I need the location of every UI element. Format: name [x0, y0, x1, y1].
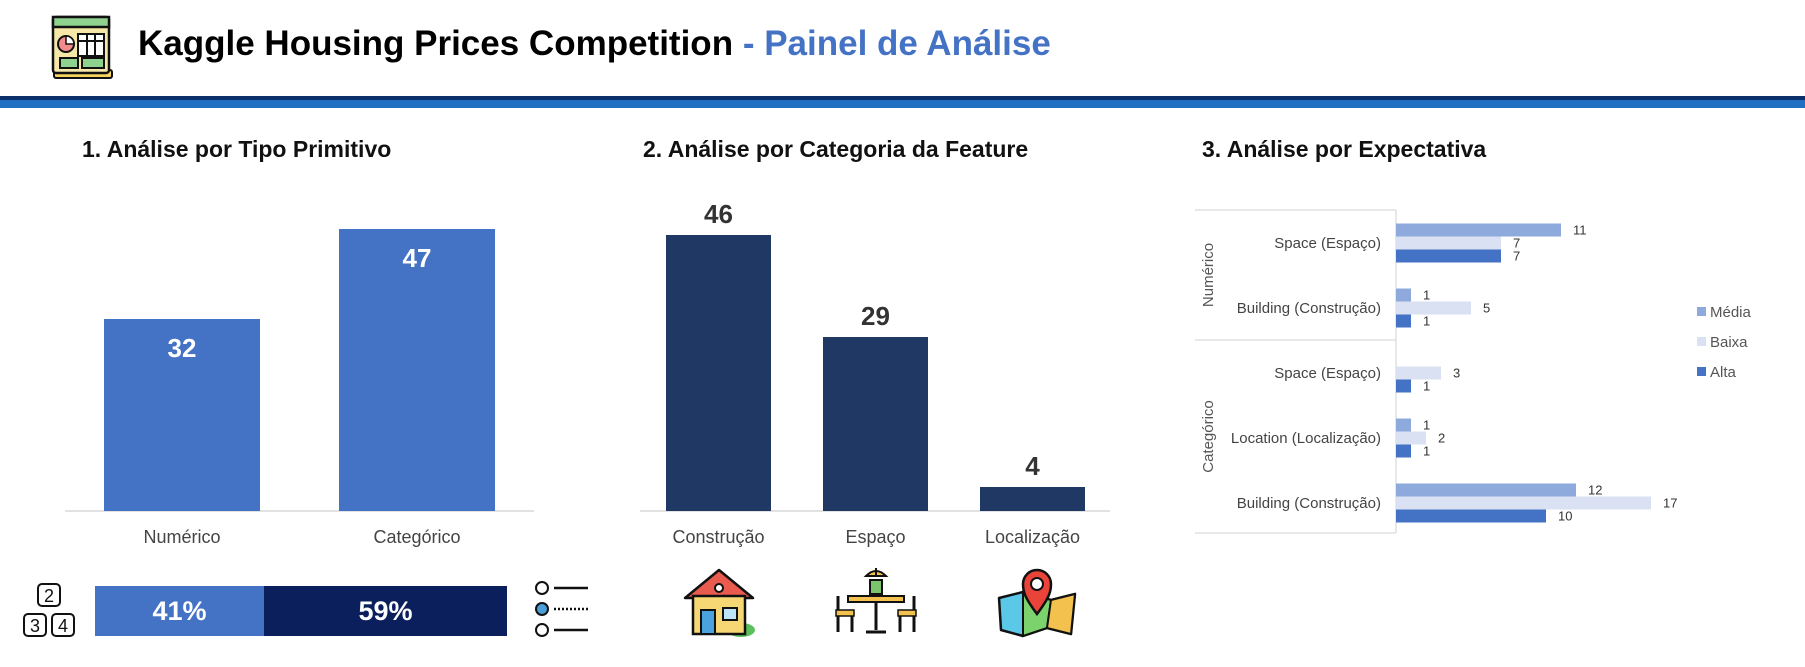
chart3-group-label: Categórico [1200, 400, 1217, 473]
chart2-category-label: Espaço [845, 527, 905, 547]
chart3-category-label: Space (Espaço) [1274, 235, 1381, 252]
chart3-value-label: 1 [1423, 379, 1430, 394]
chart2-value-label: 29 [861, 301, 890, 331]
chart3-bar [1396, 496, 1651, 510]
percentage-segment-categorical: 59% [264, 586, 507, 636]
percentage-label-numeric: 41% [152, 595, 207, 626]
section-title-2: 2. Análise por Categoria da Feature [643, 136, 1029, 162]
chart3-bar [1396, 509, 1546, 523]
chart3-bar [1396, 366, 1441, 380]
svg-text:2: 2 [44, 586, 54, 606]
percentage-label-categorical: 59% [358, 595, 413, 626]
chart3-value-label: 1 [1423, 418, 1430, 433]
chart3-legend-label: Baixa [1710, 334, 1748, 351]
chart3-value-label: 1 [1423, 314, 1430, 329]
chart3-value-label: 7 [1513, 249, 1520, 264]
chart2-value-label: 4 [1025, 451, 1040, 481]
chart3-value-label: 17 [1663, 496, 1677, 511]
chart3-bar [1396, 379, 1411, 393]
chart2-bar [666, 235, 771, 511]
chart3-value-label: 2 [1438, 431, 1445, 446]
chart2-category-label: Localização [985, 527, 1080, 547]
chart-feature-category: 46 Construção 29 Espaço 4 Localização [635, 170, 1115, 555]
chart3-bar [1396, 418, 1411, 432]
chart2-value-label: 46 [704, 199, 733, 229]
chart3-category-label: Location (Localização) [1231, 430, 1381, 447]
chart3-legend-swatch [1697, 307, 1706, 316]
chart3-bar [1396, 301, 1471, 315]
chart3-category-label: Space (Espaço) [1274, 365, 1381, 382]
chart3-group-label: Numérico [1200, 243, 1217, 307]
chart3-bar [1396, 223, 1561, 237]
header-rule-dark [0, 96, 1805, 100]
chart3-bar [1396, 314, 1411, 328]
chart3-bar [1396, 444, 1411, 458]
chart3-bar [1396, 431, 1426, 445]
chart3-bar [1396, 236, 1501, 250]
chart3-category-label: Building (Construção) [1237, 300, 1381, 317]
chart3-legend-swatch [1697, 367, 1706, 376]
dining-table-icon [835, 568, 917, 634]
svg-text:4: 4 [58, 616, 68, 636]
dashboard-document-icon [51, 15, 113, 79]
header-rule [0, 100, 1805, 108]
chart1-bar [339, 229, 495, 511]
chart3-value-label: 1 [1423, 288, 1430, 303]
svg-text:3: 3 [30, 616, 40, 636]
chart3-category-label: Building (Construção) [1237, 495, 1381, 512]
list-options-icon [535, 581, 588, 637]
chart1-value-label: 32 [168, 333, 197, 363]
chart3-value-label: 10 [1558, 509, 1572, 524]
house-icon [683, 568, 755, 637]
chart1-bar [104, 319, 260, 511]
chart3-bar [1396, 249, 1501, 263]
chart3-value-label: 7 [1513, 236, 1520, 251]
chart3-value-label: 5 [1483, 301, 1490, 316]
page-title-main: Kaggle Housing Prices Competition [138, 24, 734, 63]
chart3-legend-label: Alta [1710, 364, 1737, 381]
section-title-1: 1. Análise por Tipo Primitivo [82, 136, 392, 162]
map-pin-icon [997, 568, 1077, 638]
numbers-grid-icon: 2 3 4 [23, 583, 75, 637]
chart3-bar [1396, 288, 1411, 302]
chart3-value-label: 3 [1453, 366, 1460, 381]
chart3-legend-label: Média [1710, 304, 1752, 321]
chart1-value-label: 47 [403, 243, 432, 273]
chart3-legend-swatch [1697, 337, 1706, 346]
section-title-3: 3. Análise por Expectativa [1202, 136, 1487, 162]
chart3-value-label: 12 [1588, 483, 1602, 498]
chart2-bar [823, 337, 928, 511]
page-title: Kaggle Housing Prices Competition - Pain… [138, 24, 1051, 64]
chart-expectation: Numérico Categórico Space (Espaço) Building… [1195, 205, 1795, 550]
chart2-category-label: Construção [672, 527, 764, 547]
chart-primitive-type: 32 Numérico 47 Categórico [60, 170, 540, 555]
chart3-value-label: 11 [1573, 223, 1587, 238]
chart3-value-label: 1 [1423, 444, 1430, 459]
percentage-bar: 41% 59% [95, 586, 507, 636]
chart1-category-label: Numérico [143, 527, 220, 547]
chart3-bar [1396, 483, 1576, 497]
chart1-category-label: Categórico [373, 527, 460, 547]
chart2-bar [980, 487, 1085, 511]
page-title-accent: - Painel de Análise [742, 24, 1051, 63]
percentage-segment-numeric: 41% [95, 586, 264, 636]
header: Kaggle Housing Prices Competition - Pain… [0, 0, 1805, 96]
